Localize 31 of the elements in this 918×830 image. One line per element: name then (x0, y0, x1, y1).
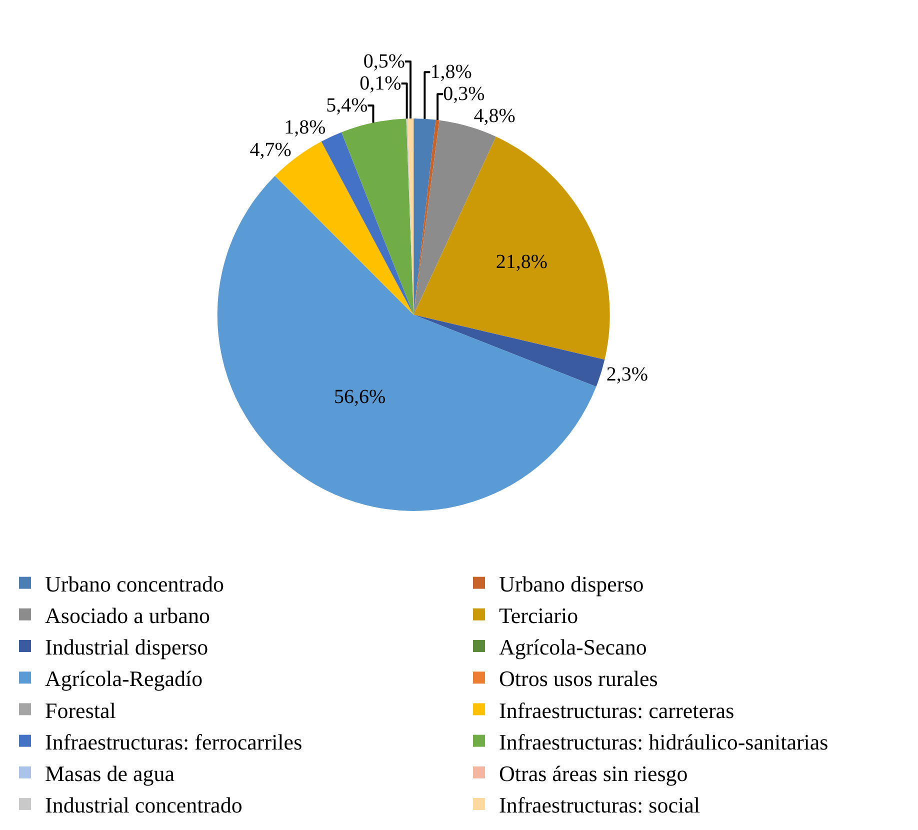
legend-label: Asociado a urbano (45, 602, 210, 628)
legend-label: Infraestructuras: social (499, 792, 700, 818)
legend-label: Urbano disperso (499, 571, 644, 596)
data-label: 56,6% (334, 386, 386, 408)
legend-label: Industrial concentrado (45, 792, 242, 818)
pie-slice (341, 118, 414, 315)
legend-label: Forestal (45, 698, 116, 723)
pie-slice (414, 314, 605, 387)
data-label: 1,8% (430, 61, 472, 84)
data-label: 2,3% (606, 363, 648, 386)
legend-label: Urbano concentrado (45, 571, 224, 596)
legend-label: Otros usos rurales (499, 666, 658, 692)
data-label: 0,5% (363, 50, 406, 73)
legend-label: Agrícola-Secano (499, 634, 647, 660)
data-label: 21,8% (496, 251, 548, 274)
legend-label: Masas de agua (45, 760, 175, 786)
legend-label: Infraestructuras: carreteras (499, 698, 734, 723)
data-label: 1,8% (284, 116, 326, 139)
data-label: 0,1% (360, 72, 402, 95)
pie-slice (217, 176, 596, 511)
legend-label: Otras áreas sin riesgo (499, 760, 688, 786)
legend-label: Industrial disperso (45, 634, 208, 660)
data-label: 5,4% (326, 94, 368, 117)
legend-label: Infraestructuras: hidráulico-sanitarias (499, 729, 828, 754)
data-label: 4,7% (250, 138, 292, 161)
pie-slice (414, 136, 610, 360)
legend-label: Agrícola-Regadío (45, 666, 203, 692)
legend-label: Terciario (499, 602, 578, 628)
data-label: 0,3% (443, 83, 485, 106)
legend-label: Infraestructuras: ferrocarriles (45, 729, 302, 754)
data-label: 4,8% (474, 105, 516, 128)
